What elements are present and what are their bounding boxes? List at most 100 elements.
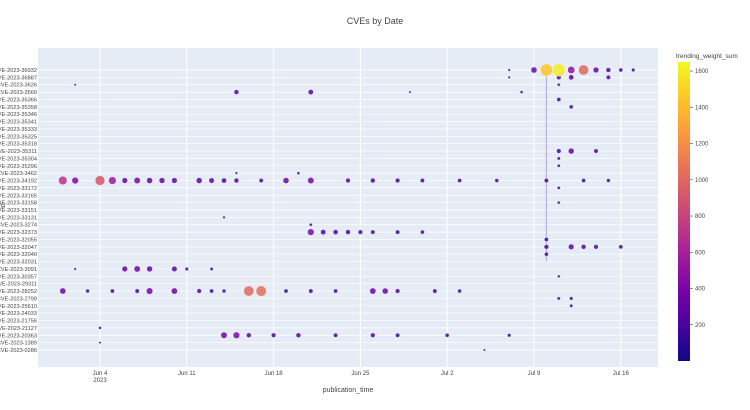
y-tick-label: CVE-2023-24033 [0, 311, 37, 317]
data-point [184, 267, 189, 271]
data-point [258, 178, 264, 183]
data-point [171, 177, 178, 184]
y-tick-label: CVE-2023-21127 [0, 326, 37, 332]
y-tick-label: CVE-2023-3626 [0, 83, 37, 89]
data-point [222, 215, 226, 219]
y-tick-label: CVE-2023-3462 [0, 171, 37, 177]
y-tick-label: CVE-2023-32040 [0, 252, 37, 258]
data-point [593, 244, 599, 250]
data-point [581, 178, 586, 183]
data-point [98, 326, 102, 330]
data-point [557, 156, 561, 161]
data-point [578, 64, 589, 76]
data-point [73, 83, 77, 86]
y-tick-label: CVE-2023-35333 [0, 127, 37, 133]
y-tick-label: CVE-2023-30357 [0, 274, 37, 280]
data-point [552, 63, 566, 77]
data-point [457, 288, 462, 294]
data-point [220, 331, 228, 339]
colorbar-tick-label: 600 [695, 250, 706, 256]
colorbar-ticks: 200 400 600 800 1000 1200 1400 1600 [690, 69, 709, 329]
data-point [494, 178, 499, 183]
data-point [95, 175, 105, 186]
data-point [209, 288, 214, 294]
data-point [71, 177, 79, 184]
y-tick-label: CVE-2023-36887 [0, 75, 37, 81]
data-point [134, 288, 140, 294]
data-point [556, 148, 562, 154]
data-point [382, 287, 389, 295]
data-point [605, 67, 611, 73]
data-point [593, 67, 599, 73]
data-point [345, 178, 351, 183]
data-point [121, 177, 128, 184]
data-point [307, 228, 315, 236]
colorbar-title: trending_weight_sum [676, 53, 738, 60]
data-point [395, 178, 401, 183]
data-point [569, 304, 573, 308]
y-tick-label: CVE-2023-35311 [0, 149, 37, 155]
colorbar-tick-label: 1400 [695, 105, 709, 111]
data-point [569, 296, 574, 301]
data-point [408, 90, 412, 94]
data-point [395, 288, 401, 294]
colorbar-tick-label: 400 [695, 287, 706, 293]
data-point [370, 178, 376, 184]
data-point [557, 186, 561, 190]
data-point [540, 63, 553, 77]
y-tick-label: CVE-2023-28252 [0, 289, 37, 295]
data-point [569, 104, 574, 109]
chart-title: CVEs by Date [347, 16, 404, 26]
data-point [158, 177, 166, 184]
data-point [483, 348, 486, 352]
data-point [544, 252, 549, 257]
y-tick-label: CVE-2023-32055 [0, 237, 37, 243]
y-tick-label: CVE-2023-20363 [0, 333, 37, 339]
y-tick-label: CVE-2023-3560 [0, 90, 37, 96]
x-tick-label: Jun 4 [93, 371, 108, 377]
data-point [58, 176, 68, 185]
data-point [134, 265, 141, 273]
x-tick-labels: Jun 4 Jun 11 Jun 18 Jun 25 Jul 2 Jul 9 Jul 16 2… [93, 371, 630, 384]
data-point [133, 177, 141, 184]
colorbar-tick-label: 1000 [695, 178, 709, 184]
data-point [235, 171, 238, 175]
y-tick-label: CVE-2023-36932 [0, 68, 37, 74]
y-tick-label: CVE-2023-35296 [0, 164, 37, 170]
data-point [544, 237, 549, 242]
data-point [208, 177, 215, 184]
data-point [530, 66, 538, 74]
y-tick-label: CVE-2023-33172 [0, 186, 37, 192]
y-tick-label: CVE-2023-32373 [0, 230, 37, 236]
data-point [283, 288, 289, 294]
data-point [110, 288, 115, 294]
data-point [567, 66, 575, 74]
y-tick-label: CVE-2023-3091 [0, 267, 37, 273]
data-point [309, 223, 313, 227]
y-tick-label: CVE-2023-2799 [0, 296, 37, 302]
data-point [581, 244, 587, 250]
data-point [73, 267, 77, 271]
data-point [543, 244, 549, 250]
x-gridlines [99, 48, 622, 367]
data-point [557, 201, 561, 205]
data-point [357, 229, 363, 235]
data-point [618, 67, 623, 73]
data-point [631, 68, 636, 72]
data-point [333, 332, 338, 338]
data-point [568, 74, 574, 81]
y-axis-label: id [0, 203, 7, 209]
data-point [232, 331, 240, 339]
y-tick-label: CVE-2023-35318 [0, 142, 37, 148]
x-tick-label: Jul 16 [613, 371, 630, 377]
data-point [320, 229, 326, 235]
data-point [557, 164, 561, 168]
data-point [618, 244, 623, 250]
data-point [507, 68, 511, 72]
data-point [233, 178, 239, 184]
y-tick-label: CVE-2023-34192 [0, 179, 37, 185]
data-point [606, 178, 611, 183]
colorbar-tick-label: 800 [695, 214, 706, 220]
